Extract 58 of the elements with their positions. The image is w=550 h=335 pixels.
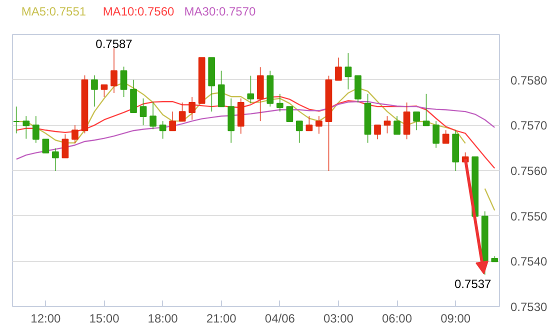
y-tick-label: 0.7550 xyxy=(510,209,548,224)
annotation: 0.7587 xyxy=(96,37,133,52)
candlestick xyxy=(442,130,450,144)
candlestick xyxy=(218,70,225,108)
text: MA10:0.7560 xyxy=(102,4,175,18)
candlestick xyxy=(130,79,137,113)
candlestick xyxy=(237,98,244,134)
x-tick-label: 18:00 xyxy=(148,312,178,326)
candlestick xyxy=(62,134,69,158)
candlestick xyxy=(72,124,78,144)
candlestick xyxy=(422,93,430,126)
candlestick xyxy=(140,98,147,126)
candlestick xyxy=(150,101,156,130)
y-tick-label: 0.7560 xyxy=(510,164,548,178)
y-tick-label: 0.7570 xyxy=(510,118,548,133)
candlestick xyxy=(120,66,128,98)
candlestick xyxy=(42,138,50,154)
candlestick xyxy=(22,116,30,140)
candlestick xyxy=(276,93,284,112)
candlestick xyxy=(296,120,303,144)
y-tick-label: 0.7540 xyxy=(510,254,548,269)
x-tick-label: 09:00 xyxy=(440,312,471,326)
candlestick xyxy=(306,116,313,132)
y-tick-label: 0.7580 xyxy=(510,73,548,88)
candlestick xyxy=(432,120,440,148)
candlestick xyxy=(374,124,381,140)
candlestick xyxy=(354,75,362,103)
x-tick-label: 06:00 xyxy=(382,312,412,326)
candlestick xyxy=(52,148,59,172)
candlestick xyxy=(110,48,118,94)
candlestick xyxy=(403,102,410,140)
candlestick xyxy=(384,116,391,134)
candlestick xyxy=(256,66,264,122)
candlestick xyxy=(394,116,400,135)
candlestick xyxy=(316,116,322,134)
candlestick xyxy=(32,116,40,144)
line-series xyxy=(16,100,496,160)
candlestick xyxy=(12,106,20,134)
candlestick xyxy=(344,52,352,90)
candlestick xyxy=(413,112,420,131)
x-tick-label: 21:00 xyxy=(206,312,237,326)
candlestick xyxy=(100,84,108,98)
x-tick-label: 15:00 xyxy=(89,312,120,326)
candlestick xyxy=(286,106,294,122)
annotation: 0.7537 xyxy=(454,276,492,291)
text: MA30:0.7570 xyxy=(184,4,256,18)
candlestick xyxy=(178,102,186,122)
y-tick-label: 0.7530 xyxy=(510,300,548,314)
candlestick xyxy=(335,57,342,81)
text: MA5:0.7551 xyxy=(21,4,86,18)
candlestick xyxy=(169,111,176,132)
x-tick-label: 04/06 xyxy=(264,312,296,326)
x-tick-label: 12:00 xyxy=(30,312,62,326)
candlestick xyxy=(159,120,166,140)
candlestick xyxy=(91,74,98,108)
x-tick-label: 03:00 xyxy=(323,312,354,326)
candlestick xyxy=(188,96,196,120)
candlestick xyxy=(247,75,254,104)
